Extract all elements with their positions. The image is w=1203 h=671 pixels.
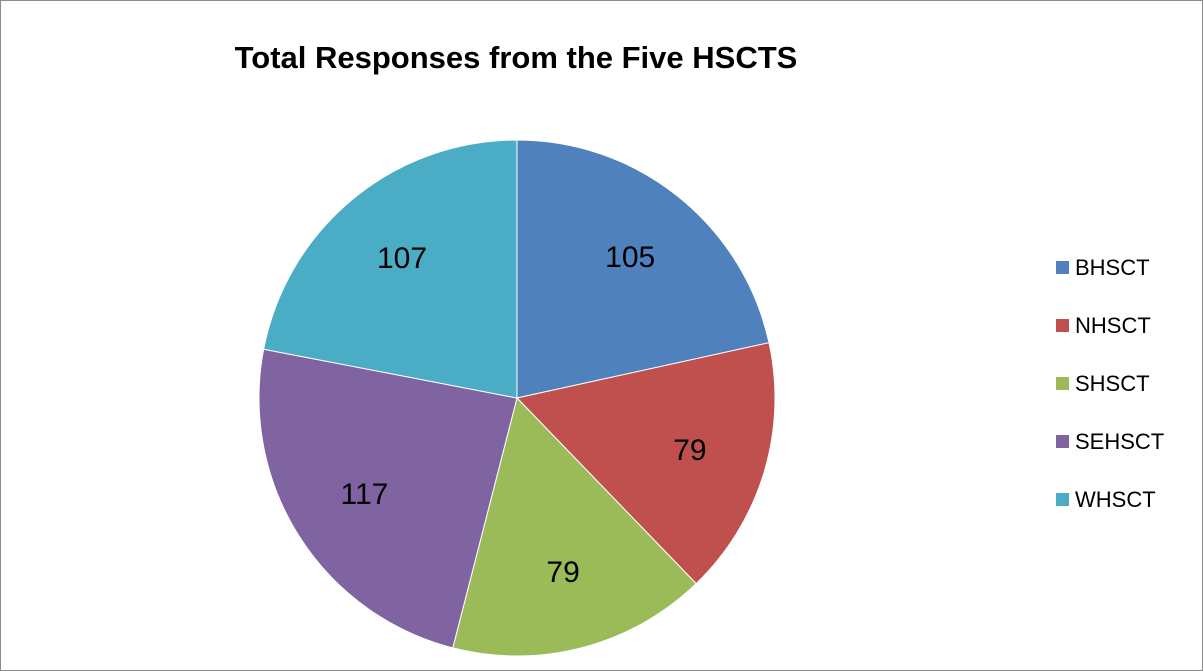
pie-slice-nhsct — [516, 342, 776, 585]
legend-label-whsct: WHSCT — [1075, 486, 1156, 512]
legend-label-bhsct: BHSCT — [1075, 254, 1150, 280]
data-label-sehsct: 117 — [341, 478, 389, 511]
legend-label-shsct: SHSCT — [1075, 370, 1150, 396]
pie-slice-shsct — [452, 397, 697, 657]
legend-label-nhsct: NHSCT — [1075, 312, 1151, 338]
data-label-whsct: 107 — [377, 242, 427, 275]
legend-label-sehsct: SEHSCT — [1075, 428, 1165, 454]
legend-item-whsct: WHSCT — [1056, 486, 1164, 512]
legend-swatch-shsct — [1056, 377, 1069, 390]
legend-swatch-bhsct — [1056, 261, 1069, 274]
data-label-bhsct: 105 — [605, 241, 655, 274]
data-label-shsct: 79 — [546, 556, 579, 589]
legend: BHSCT NHSCT SHSCT SEHSCT WHSCT — [1056, 254, 1165, 546]
pie-slice-sehsct — [258, 348, 518, 649]
chart-title: Total Responses from the Five HSCTS — [234, 40, 798, 75]
pie-slice-bhsct — [516, 139, 770, 399]
legend-item-bhsct: BHSCT — [1056, 254, 1164, 280]
legend-swatch-sehsct — [1056, 435, 1069, 448]
legend-item-nhsct: NHSCT — [1056, 312, 1164, 338]
legend-swatch-nhsct — [1056, 319, 1069, 332]
data-label-nhsct: 79 — [673, 434, 706, 467]
legend-item-shsct: SHSCT — [1056, 370, 1164, 396]
pie-slice-whsct — [263, 139, 518, 399]
legend-swatch-whsct — [1056, 493, 1069, 506]
legend-item-sehsct: SEHSCT — [1056, 428, 1165, 454]
